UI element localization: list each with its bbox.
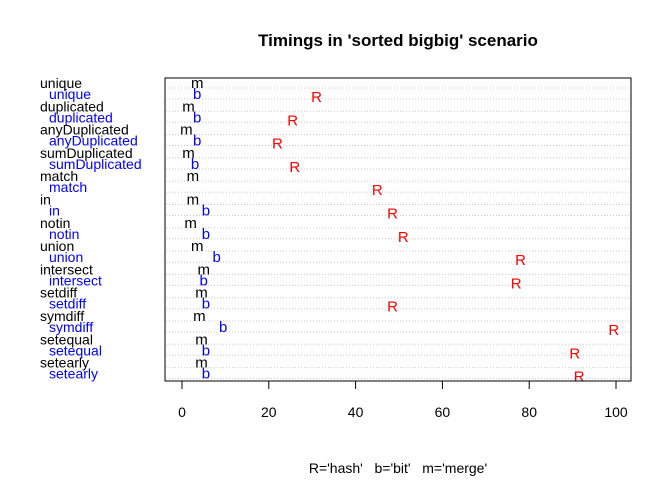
point-m: m xyxy=(184,215,197,232)
point-b: b xyxy=(193,109,201,126)
point-b: b xyxy=(193,86,201,103)
category-label-bit: match xyxy=(49,179,87,195)
point-b: b xyxy=(213,249,221,266)
point-b: b xyxy=(219,319,227,336)
point-R: R xyxy=(515,252,526,269)
category-label-bit: symdiff xyxy=(49,319,93,335)
category-label: setdiff xyxy=(40,285,77,301)
point-R: R xyxy=(574,369,585,386)
category-label-bit: notin xyxy=(49,226,79,242)
point-R: R xyxy=(398,229,409,246)
point-R: R xyxy=(569,345,580,362)
point-b: b xyxy=(202,342,210,359)
point-b: b xyxy=(193,133,201,150)
x-tick-label: 40 xyxy=(348,404,364,420)
point-m: m xyxy=(191,75,204,92)
point-R: R xyxy=(287,112,298,129)
chart-title: Timings in 'sorted bigbig' scenario xyxy=(258,31,538,50)
category-label: unique xyxy=(40,75,82,91)
category-label-bit: anyDuplicated xyxy=(49,133,138,149)
point-R: R xyxy=(289,159,300,176)
point-m: m xyxy=(191,238,204,255)
point-m: m xyxy=(187,192,200,209)
category-label-bit: sumDuplicated xyxy=(49,156,142,172)
category-label: match xyxy=(40,168,78,184)
point-b: b xyxy=(202,226,210,243)
grid-lines xyxy=(166,87,630,380)
point-m: m xyxy=(195,285,208,302)
x-tick-label: 0 xyxy=(178,404,186,420)
category-label-bit: intersect xyxy=(49,272,102,288)
point-R: R xyxy=(387,206,398,223)
x-axis: 0 20 40 60 80 100 xyxy=(178,380,628,420)
x-tick-label: 20 xyxy=(261,404,277,420)
point-R: R xyxy=(311,89,322,106)
point-b: b xyxy=(191,156,199,173)
category-label-bit: duplicated xyxy=(49,109,113,125)
category-label-bit: union xyxy=(49,249,83,265)
category-label-bit: unique xyxy=(49,86,91,102)
category-label-bit: setdiff xyxy=(49,296,86,312)
point-R: R xyxy=(387,299,398,316)
point-m: m xyxy=(197,261,210,278)
point-m: m xyxy=(193,308,206,325)
point-R: R xyxy=(272,136,283,153)
category-label: duplicated xyxy=(40,98,104,114)
point-b: b xyxy=(200,272,208,289)
category-label: setequal xyxy=(40,331,93,347)
x-tick-label: 60 xyxy=(435,404,451,420)
point-R: R xyxy=(608,322,619,339)
category-label: anyDuplicated xyxy=(40,122,129,138)
point-m: m xyxy=(180,122,193,139)
point-m: m xyxy=(187,168,200,185)
x-tick-label: 100 xyxy=(604,404,628,420)
point-b: b xyxy=(202,366,210,383)
category-label: intersect xyxy=(40,261,93,277)
category-label-bit: in xyxy=(49,203,60,219)
point-m: m xyxy=(182,145,195,162)
point-m: m xyxy=(195,355,208,372)
point-b: b xyxy=(202,296,210,313)
point-b: b xyxy=(202,203,210,220)
category-label-bit: setequal xyxy=(49,342,102,358)
category-label: union xyxy=(40,238,74,254)
point-R: R xyxy=(511,275,522,292)
point-m: m xyxy=(195,331,208,348)
x-tick-label: 80 xyxy=(521,404,537,420)
point-m: m xyxy=(182,98,195,115)
point-R: R xyxy=(372,182,383,199)
category-labels: uniqueuniqueduplicatedduplicatedanyDupli… xyxy=(40,75,142,382)
x-axis-label: R='hash' b='bit' m='merge' xyxy=(309,460,487,476)
category-label: symdiff xyxy=(40,308,84,324)
category-label: sumDuplicated xyxy=(40,145,133,161)
category-label: setearly xyxy=(40,355,89,371)
category-label-bit: setearly xyxy=(49,366,98,382)
category-label: in xyxy=(40,192,51,208)
category-label: notin xyxy=(40,215,70,231)
